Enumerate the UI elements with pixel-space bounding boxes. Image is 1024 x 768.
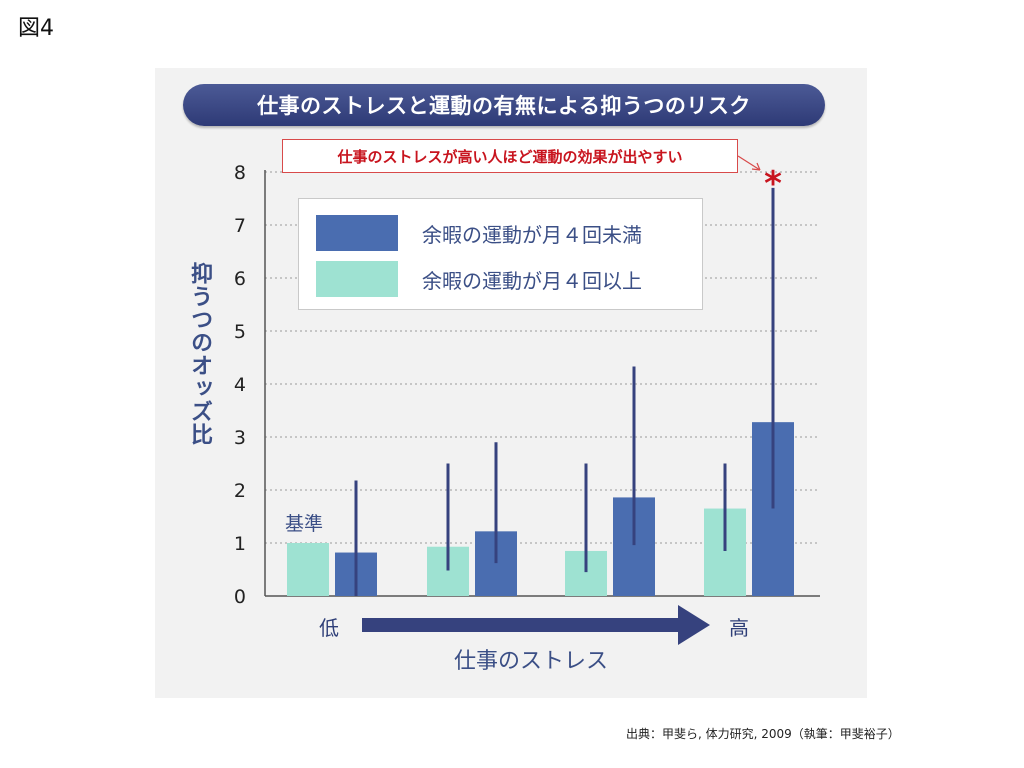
y-tick-label: 4 xyxy=(234,374,246,396)
legend-label-4-or-more: 余暇の運動が月４回以上 xyxy=(422,268,642,293)
legend-label-under-4: 余暇の運動が月４回未満 xyxy=(422,222,642,247)
stress-arrow-shaft xyxy=(362,618,680,632)
x-high-label: 高 xyxy=(729,616,749,640)
callout-box: 仕事のストレスが高い人ほど運動の効果が出やすい xyxy=(282,139,738,173)
significance-asterisk: * xyxy=(764,164,782,204)
legend-item-4-or-more: 余暇の運動が月４回以上 xyxy=(316,261,642,297)
legend-swatch-4-or-more xyxy=(316,261,398,297)
y-tick-label: 0 xyxy=(234,586,246,608)
callout-leader xyxy=(737,155,761,171)
legend-item-under-4: 余暇の運動が月４回未満 xyxy=(316,215,642,251)
baseline-label: 基準 xyxy=(285,513,323,535)
x-axis-label: 仕事のストレス xyxy=(454,649,609,674)
legend-swatch-under-4 xyxy=(316,215,398,251)
source-citation: 出典：甲斐ら, 体力研究, 2009（執筆：甲斐裕子） xyxy=(626,727,900,741)
y-tick-label: 1 xyxy=(234,533,246,555)
y-tick-label: 3 xyxy=(234,427,246,449)
y-tick-label: 8 xyxy=(234,162,246,184)
chart-title: 仕事のストレスと運動の有無による抑うつのリスク xyxy=(183,84,825,126)
y-axis-label: 抑うつのオッズ比 xyxy=(187,262,212,446)
bar xyxy=(287,543,329,596)
legend: 余暇の運動が月４回未満 余暇の運動が月４回以上 xyxy=(298,198,703,310)
figure-label: 図4 xyxy=(18,16,54,41)
stress-arrow-head xyxy=(678,605,710,645)
y-tick-label: 2 xyxy=(234,480,246,502)
y-tick-label: 7 xyxy=(234,215,246,237)
x-low-label: 低 xyxy=(319,616,339,640)
callout-arrowhead xyxy=(751,162,761,171)
y-tick-label: 6 xyxy=(234,268,246,290)
y-tick-label: 5 xyxy=(234,321,246,343)
